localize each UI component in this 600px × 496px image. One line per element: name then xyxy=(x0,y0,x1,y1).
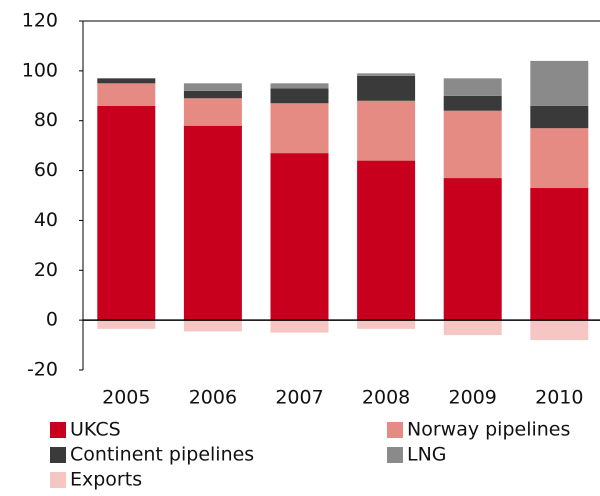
bar-segment xyxy=(97,105,156,321)
bar-segment xyxy=(530,60,589,106)
bar-segment xyxy=(357,73,416,76)
bar-segment xyxy=(357,320,416,329)
bar-segment xyxy=(97,83,156,106)
bar-segment xyxy=(443,320,502,336)
bar-segment xyxy=(530,128,589,189)
y-tick-label: 100 xyxy=(22,59,58,81)
legend-swatch xyxy=(50,447,66,463)
x-tick-label: 2010 xyxy=(535,387,583,409)
legend-swatch xyxy=(50,472,66,488)
bar-segment xyxy=(443,110,502,179)
bar-segment xyxy=(183,83,242,91)
bar-segment xyxy=(270,88,329,104)
y-tick-label: -20 xyxy=(27,359,58,381)
y-tick-label: 60 xyxy=(34,159,58,181)
bar-segment xyxy=(530,188,589,321)
bar-segment xyxy=(183,98,242,126)
bar-segment xyxy=(270,83,329,89)
bar-segment xyxy=(183,125,242,321)
legend-label: Continent pipelines xyxy=(70,444,254,466)
bar-segment xyxy=(443,178,502,321)
bar-segment xyxy=(270,320,329,333)
legend-label: Norway pipelines xyxy=(407,419,570,441)
legend-swatch xyxy=(387,422,403,438)
x-tick-label: 2008 xyxy=(362,387,410,409)
y-tick-label: 0 xyxy=(46,309,58,331)
legend-label: LNG xyxy=(407,444,447,466)
y-tick-label: 120 xyxy=(22,10,58,32)
bar-segment xyxy=(183,320,242,332)
legend-label: UKCS xyxy=(70,419,121,441)
legend-label: Exports xyxy=(70,469,142,491)
bar-segment xyxy=(183,90,242,99)
bar-segment xyxy=(97,78,156,84)
bar-segment xyxy=(357,75,416,101)
bar-segment xyxy=(270,103,329,154)
bar-segment xyxy=(530,105,589,129)
bar-segment xyxy=(530,320,589,341)
x-tick-label: 2006 xyxy=(189,387,237,409)
bar-segment xyxy=(443,78,502,96)
x-tick-label: 2005 xyxy=(102,387,150,409)
x-tick-label: 2007 xyxy=(275,387,323,409)
x-tick-label: 2009 xyxy=(449,387,497,409)
legend-swatch xyxy=(387,447,403,463)
y-tick-label: 20 xyxy=(34,259,58,281)
legend-swatch xyxy=(50,422,66,438)
bar-segment xyxy=(357,100,416,161)
y-tick-label: 40 xyxy=(34,209,58,231)
y-tick-label: 80 xyxy=(34,109,58,131)
bar-segment xyxy=(270,153,329,321)
bar-segment xyxy=(97,320,156,329)
bar-segment xyxy=(357,160,416,321)
bar-segment xyxy=(443,95,502,111)
